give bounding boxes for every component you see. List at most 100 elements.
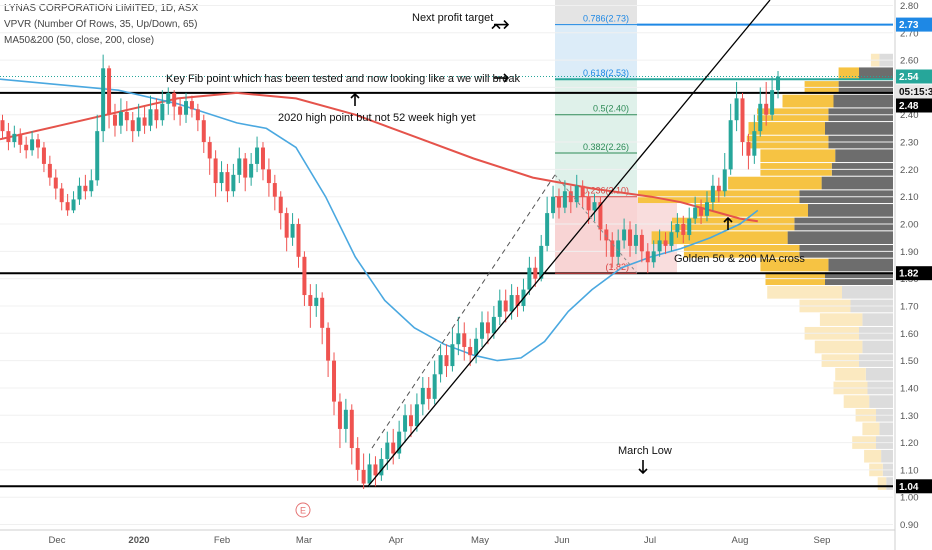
annotation-arrow-head xyxy=(503,73,510,83)
candle xyxy=(740,98,745,143)
candle xyxy=(432,374,437,399)
candle xyxy=(24,144,29,151)
candle xyxy=(533,267,538,279)
candle xyxy=(213,158,218,184)
candle xyxy=(184,101,189,115)
candle xyxy=(260,147,265,170)
candle xyxy=(219,172,224,184)
candle xyxy=(71,199,76,211)
price-badge-label: 1.04 xyxy=(899,482,919,493)
candle xyxy=(580,185,585,197)
price-tick-label: 1.50 xyxy=(900,356,919,367)
time-tick-label: May xyxy=(471,535,489,546)
horizontal-levels[interactable]: 0.786(2.73) 0.618(2.53) 0.5(2.40) 0.382(2.2… xyxy=(0,14,893,488)
candle xyxy=(616,240,621,257)
candle xyxy=(693,207,698,219)
candle xyxy=(639,234,644,252)
candle xyxy=(633,234,638,246)
price-tick-label: 1.20 xyxy=(900,438,919,449)
candle xyxy=(160,103,165,121)
candle xyxy=(53,177,58,189)
price-tick-label: 1.40 xyxy=(900,383,919,394)
candle xyxy=(610,240,615,257)
fib-band xyxy=(555,0,637,25)
candle xyxy=(758,103,763,132)
volume-profile-bar xyxy=(651,231,788,245)
candle xyxy=(65,202,70,211)
annotation-arrow-head xyxy=(350,92,360,99)
candle xyxy=(764,103,769,115)
trend-lines[interactable]: E xyxy=(295,0,771,518)
earnings-marker[interactable] xyxy=(295,502,311,518)
candle xyxy=(166,92,171,104)
price-badge xyxy=(896,17,932,32)
annotation-2020-high: 2020 high point but not 52 week high yet xyxy=(278,112,476,124)
fib-band xyxy=(555,24,637,80)
price-badge-label: 05:15:33 xyxy=(899,87,932,98)
candle xyxy=(734,98,739,121)
price-tick-label: 2.20 xyxy=(900,165,919,176)
candle xyxy=(710,185,715,203)
candle xyxy=(278,196,283,214)
annotations: Next profit target Key Fib point which h… xyxy=(166,12,805,457)
volume-profile-bar xyxy=(881,449,893,463)
price-tick-label: 2.70 xyxy=(900,28,919,39)
price-badge-label: 2.54 xyxy=(899,72,919,83)
price-tick-label: 2.60 xyxy=(900,56,919,67)
price-tick-label: 1.30 xyxy=(900,411,919,422)
uptrend-line[interactable] xyxy=(367,0,771,487)
candle xyxy=(776,76,781,91)
volume-profile-bar xyxy=(833,94,893,108)
candle xyxy=(746,142,751,156)
candle xyxy=(420,387,425,405)
candle xyxy=(480,322,485,339)
fib-level-label: (1.82) xyxy=(605,262,629,272)
volume-profile-bar xyxy=(862,313,893,326)
ma-legend[interactable]: MA50&200 (50, close, 200, close) xyxy=(4,35,155,46)
candle xyxy=(18,133,23,145)
volume-profile-bar xyxy=(869,395,893,408)
candle xyxy=(586,196,591,211)
candle xyxy=(704,202,709,216)
candle xyxy=(598,202,603,230)
candle xyxy=(349,409,354,449)
fib-anchor-line[interactable] xyxy=(371,174,556,449)
candle xyxy=(592,202,597,211)
price-tick-label: 2.80 xyxy=(900,1,919,12)
candle xyxy=(497,300,502,317)
candle xyxy=(207,142,212,159)
candle xyxy=(515,295,520,306)
volume-profile-bar xyxy=(808,204,893,217)
price-tick-label: 2.10 xyxy=(900,192,919,203)
candle xyxy=(503,300,508,312)
candle xyxy=(385,442,390,459)
candle xyxy=(290,224,295,238)
price-badge xyxy=(896,479,932,494)
annotation-arrow-head xyxy=(503,20,510,30)
vpvr-legend[interactable]: VPVR (Number Of Rows, 35, Up/Down, 65) xyxy=(4,19,198,30)
candle xyxy=(562,191,567,208)
volume-profile-bar xyxy=(819,313,863,326)
candle xyxy=(456,333,461,345)
time-tick-label: Sep xyxy=(814,535,831,546)
annotation-arrow-head xyxy=(638,468,648,475)
candle xyxy=(89,180,94,192)
candle xyxy=(491,316,496,334)
price-tick-label: 2.40 xyxy=(900,110,919,121)
candle xyxy=(574,185,579,203)
candle xyxy=(669,232,674,246)
candle xyxy=(314,297,319,306)
candle xyxy=(83,185,88,192)
annotation-arrow-head xyxy=(723,216,733,223)
candle xyxy=(154,109,159,121)
candle xyxy=(468,346,473,356)
candle xyxy=(0,120,5,132)
volume-profile-bar xyxy=(886,477,893,490)
candle xyxy=(249,163,254,178)
candle xyxy=(716,185,721,192)
candle xyxy=(391,442,396,454)
volume-profile-bar xyxy=(728,176,822,190)
volume-profile-bar xyxy=(838,67,859,81)
volume-profile-bar xyxy=(760,149,836,163)
